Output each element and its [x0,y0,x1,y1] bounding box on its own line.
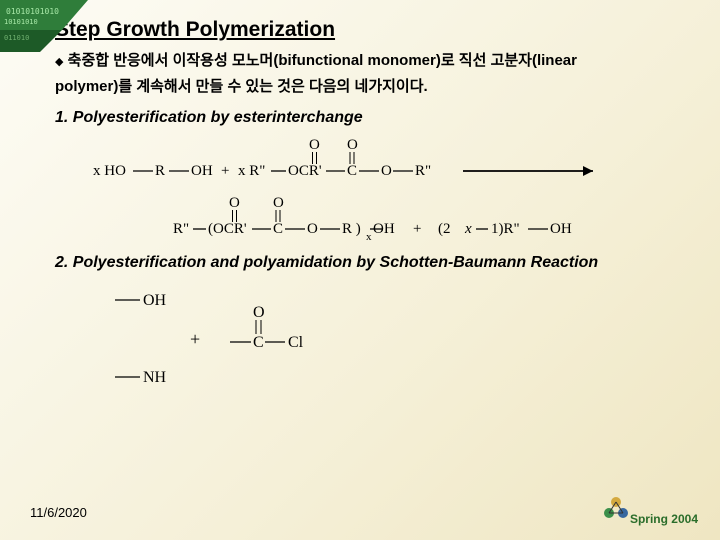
svg-text:x: x [366,231,372,243]
svg-text:O: O [253,304,265,321]
chem-line-2: R" (OCR' O C O O R ) x OH + (2 [73,193,673,248]
svg-text:OH: OH [550,221,572,237]
slide-title: Step Growth Polymerization [55,18,690,42]
svg-text:Cl: Cl [288,334,304,351]
svg-text:1)R": 1)R" [491,221,520,237]
svg-text:(2: (2 [438,221,451,237]
svg-text:OH: OH [191,163,213,179]
body-paragraph: ◆ 축중합 반응에서 이작용성 모노머(bifunctional monomer… [55,48,690,99]
chem-scheme-1: x HO R OH + x R" OCR' O C O [55,137,690,248]
svg-text:(OCR': (OCR' [208,221,247,237]
chem-line-1: x HO R OH + x R" OCR' O C O [93,137,653,187]
body-line-1: 축중합 반응에서 이작용성 모노머(bifunctional monomer)로… [68,52,577,69]
svg-text:O: O [273,195,284,211]
svg-text:+: + [221,163,229,179]
svg-text:NH: NH [143,369,167,386]
section-1-heading: 1. Polyesterification by esterinterchang… [55,109,690,127]
svg-text:+: + [190,329,200,349]
svg-text:C: C [253,334,264,351]
svg-text:x: x [464,221,472,237]
chem-scheme-2-svg: OH NH + O C Cl [95,282,375,392]
svg-text:O: O [347,137,358,153]
svg-text:OCR': OCR' [288,163,322,179]
section-2-heading: 2. Polyesterification and polyamidation … [55,254,690,272]
slide-date: 11/6/2020 [30,505,87,520]
svg-text:R": R" [173,221,189,237]
svg-text:x R": x R" [238,163,265,179]
svg-text:x HO: x HO [93,163,126,179]
bullet-diamond: ◆ [55,56,63,68]
svg-text:OH: OH [143,292,167,309]
svg-text:O: O [309,137,320,153]
svg-text:R ): R ) [342,221,361,237]
svg-text:+: + [413,221,421,237]
body-line-2: polymer)를 계속해서 만들 수 있는 것은 다음의 네가지이다. [55,78,428,95]
svg-text:C: C [347,163,357,179]
svg-text:C: C [273,221,283,237]
svg-text:R: R [155,163,165,179]
chem-scheme-2: OH NH + O C Cl [55,282,690,392]
footer-text: Spring 2004 [630,512,698,526]
svg-text:R": R" [415,163,431,179]
svg-text:O: O [229,195,240,211]
slide-content: Step Growth Polymerization ◆ 축중합 반응에서 이작… [0,0,720,392]
footer-molecule-icon [602,494,630,522]
svg-text:O: O [381,163,392,179]
svg-text:O: O [307,221,318,237]
svg-text:OH: OH [373,221,395,237]
